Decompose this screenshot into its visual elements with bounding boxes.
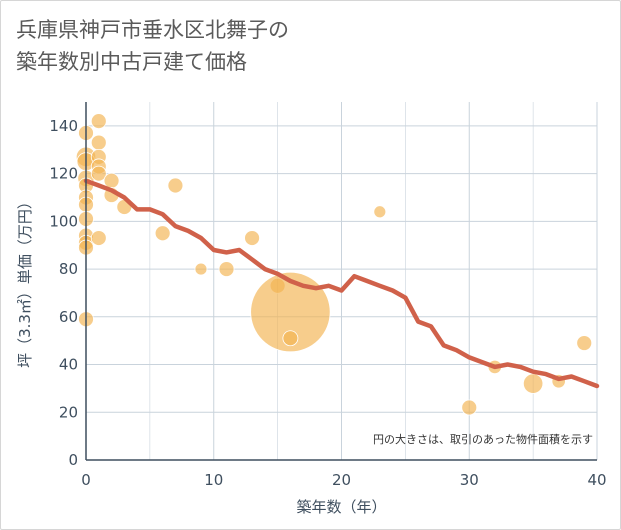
y-tick-label: 20 <box>59 403 78 421</box>
y-axis-label: 坪（3.3㎡）単価（万円） <box>16 194 34 368</box>
bubble-point <box>576 335 593 351</box>
bubble-point <box>90 134 107 151</box>
trend-line-series <box>83 178 600 389</box>
axes <box>85 102 597 461</box>
x-axis-label: 築年数（年） <box>296 498 386 516</box>
bubble-point <box>90 113 107 129</box>
chart-title-line-1: 兵庫県神戸市垂水区北舞子の <box>16 18 289 42</box>
bubble-point <box>194 262 208 276</box>
bubble-point <box>167 177 184 194</box>
chart-title-line-2: 築年数別中古戸建て価格 <box>16 50 247 74</box>
tick-labels: 0 20 40 60 80 100 120 140 0 10 20 30 40 <box>49 117 606 489</box>
y-tick-label: 80 <box>59 260 78 278</box>
y-tick-label: 0 <box>68 451 78 469</box>
bubble-point <box>154 225 171 242</box>
bubble-point <box>244 230 260 246</box>
y-tick-label: 100 <box>49 212 78 230</box>
bubble-point <box>461 399 478 416</box>
x-tick-label: 10 <box>204 471 223 489</box>
bubble-point <box>218 261 235 277</box>
trend-line <box>83 178 600 389</box>
x-tick-label: 0 <box>81 471 91 489</box>
x-tick-label: 30 <box>460 471 479 489</box>
y-tick-label: 140 <box>49 117 78 135</box>
bubble-point <box>250 271 331 353</box>
x-tick-label: 20 <box>332 471 351 489</box>
bubble-point <box>373 205 387 219</box>
bubble-series <box>75 113 593 416</box>
y-tick-label: 120 <box>49 165 78 183</box>
chart-title: 兵庫県神戸市垂水区北舞子の 築年数別中古戸建て価格 <box>16 14 289 78</box>
bubble-point <box>90 165 107 182</box>
y-tick-label: 60 <box>59 308 78 326</box>
bubble-point <box>522 373 544 394</box>
x-tick-label: 40 <box>587 471 606 489</box>
bubble-size-note: 円の大きさは、取引のあった物件面積を示す <box>373 432 593 446</box>
bubble-point <box>90 230 107 246</box>
y-tick-label: 40 <box>59 356 78 374</box>
bubble-point <box>282 330 299 347</box>
